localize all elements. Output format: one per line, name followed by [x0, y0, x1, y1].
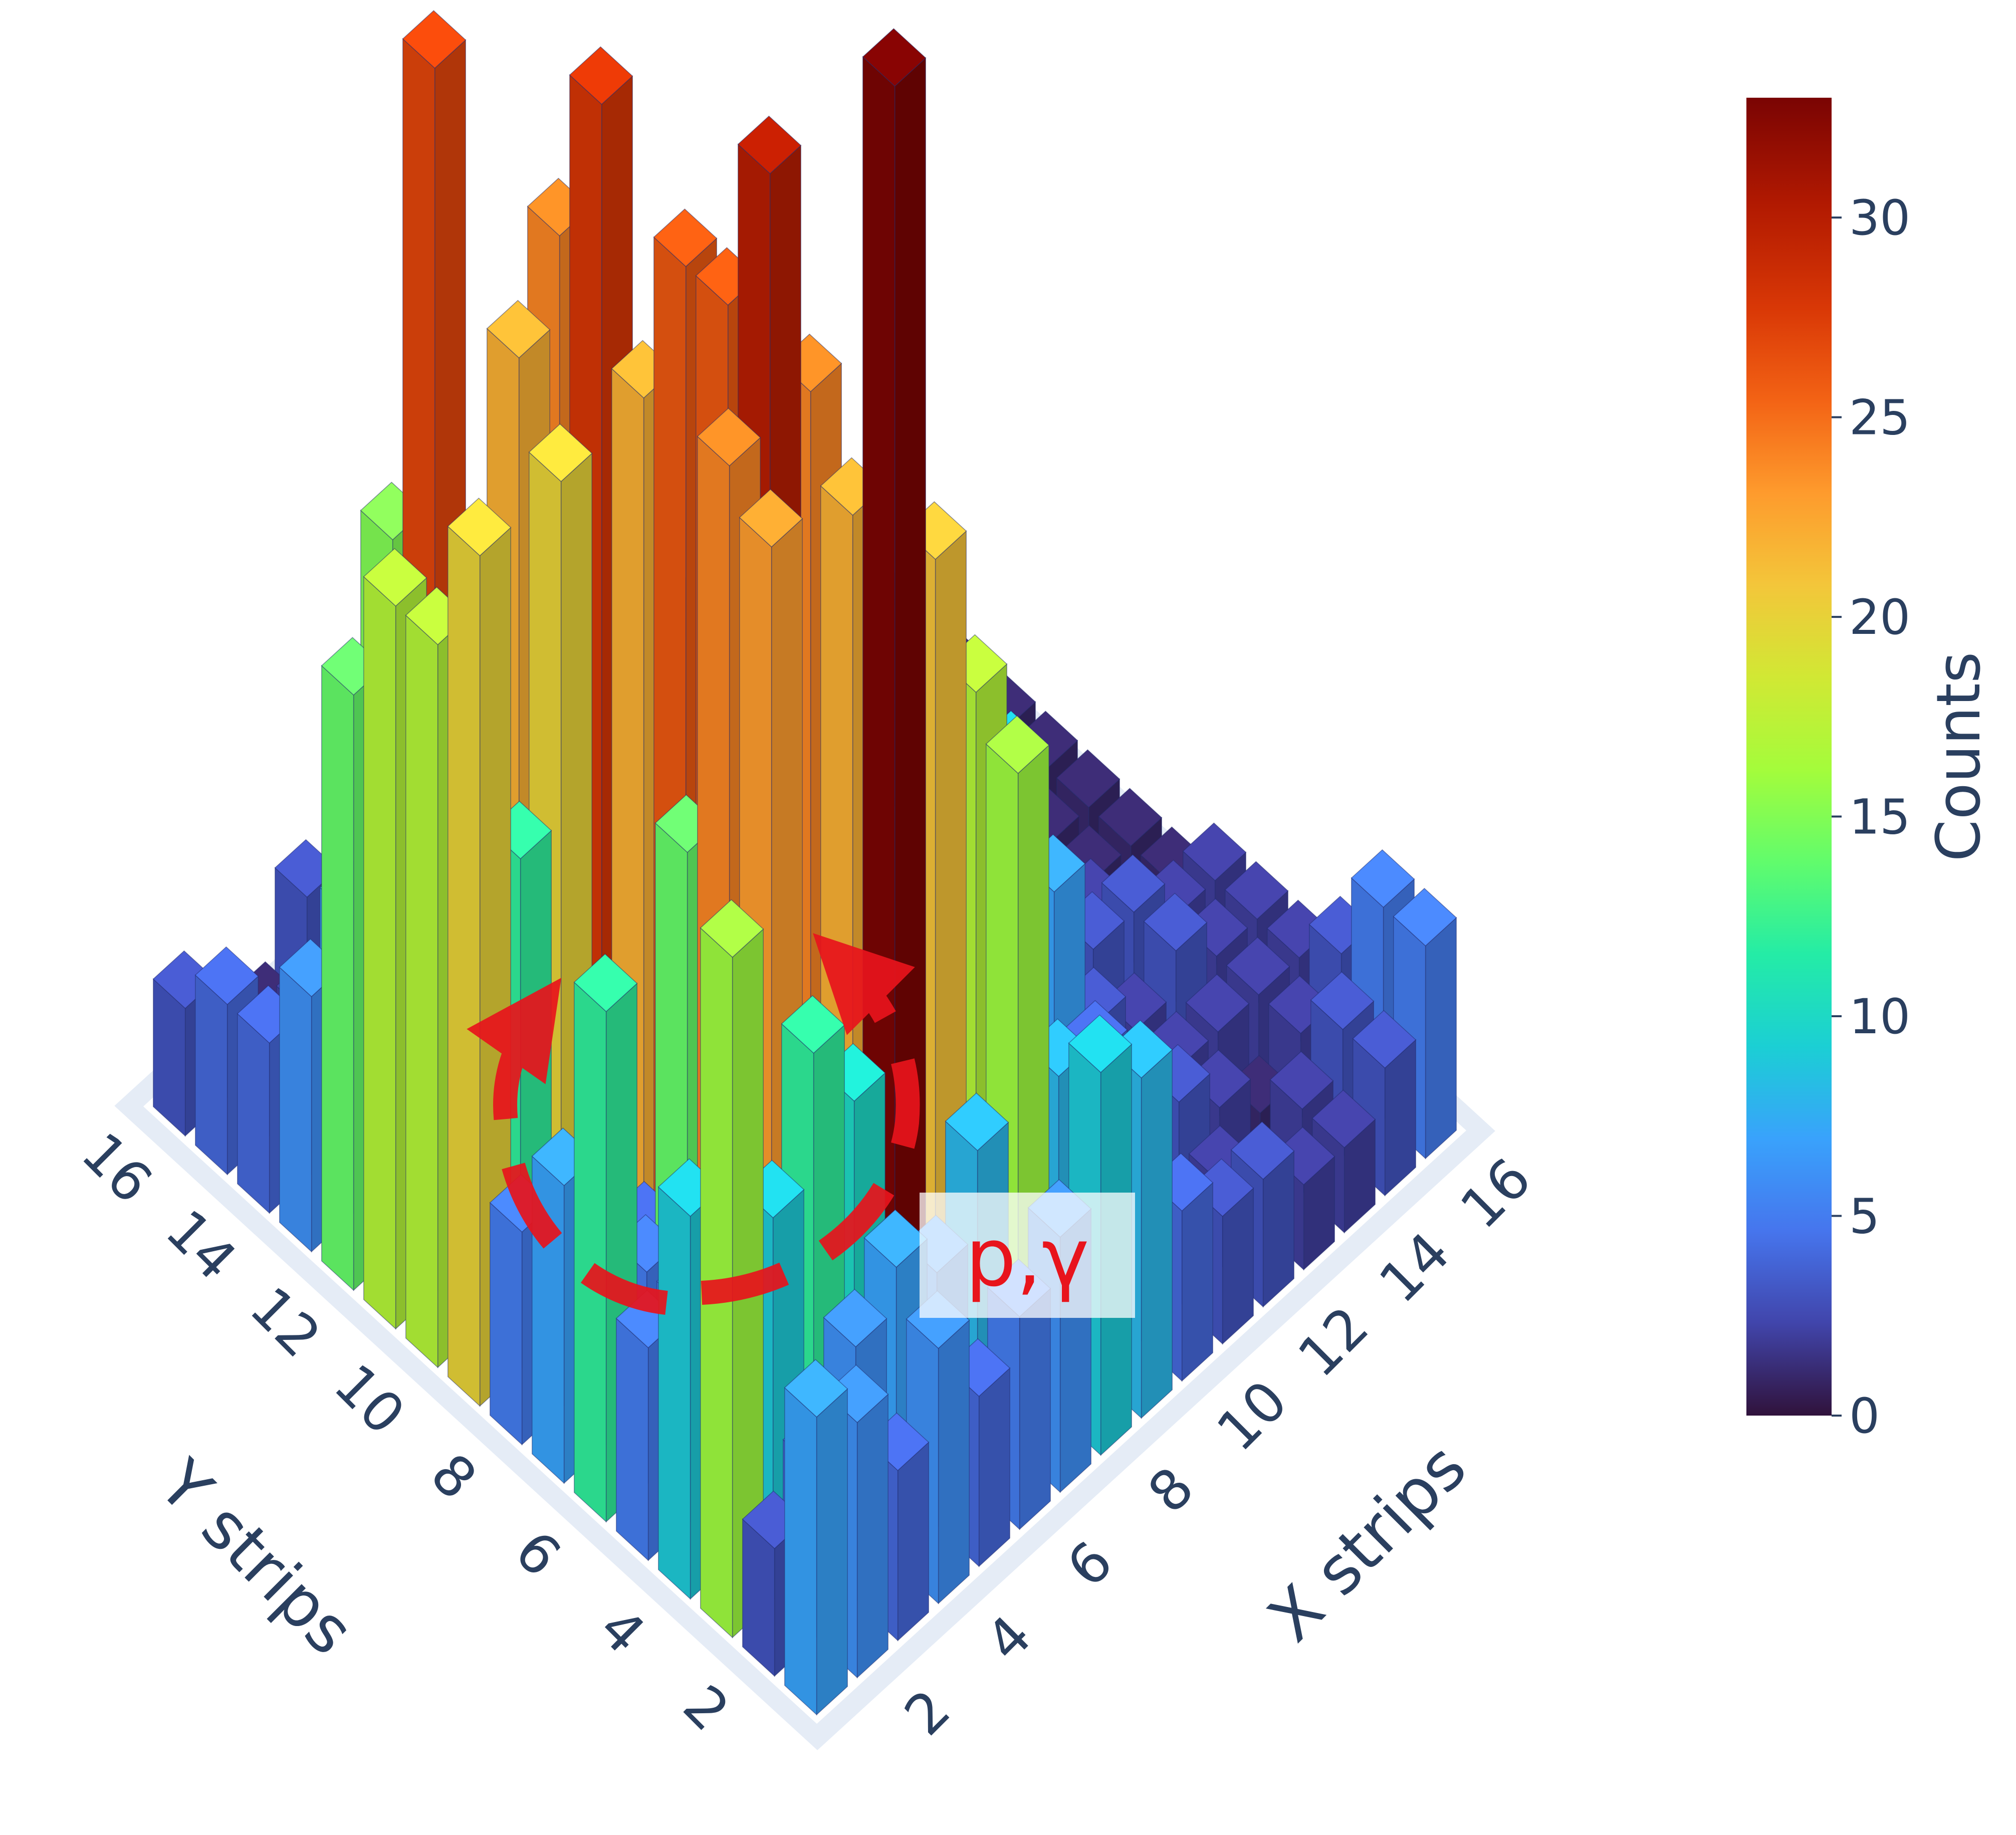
colorbar-title: Counts [1924, 652, 1994, 862]
y-axis-title: Y strips [144, 1445, 368, 1669]
annotation-box [920, 1193, 1135, 1318]
x-tick-label: 4 [974, 1603, 1044, 1674]
bars-group [152, 10, 1457, 1716]
bar-x1-y1 [784, 1359, 848, 1716]
y-tick-label: 2 [671, 1673, 741, 1743]
x-tick-label: 8 [1136, 1455, 1206, 1525]
colorbar-ticks: 0 5 10 15 20 25 30 [1832, 190, 1910, 1444]
colorbar-bar [1746, 98, 1832, 1416]
y-tick-label: 6 [503, 1519, 573, 1589]
annotation-arrow-right [701, 933, 920, 1305]
colorbar-tick-label: 20 [1849, 589, 1910, 645]
annotation-arrow-left [467, 978, 668, 1315]
y-tick-label: 8 [418, 1442, 489, 1512]
colorbar-tick-label: 15 [1849, 789, 1910, 845]
colorbar-tick-label: 0 [1849, 1388, 1880, 1444]
x-tick-label: 2 [892, 1678, 963, 1748]
x-tick-label: 6 [1055, 1529, 1125, 1599]
colorbar: 0 5 10 15 20 25 30 Counts [1746, 98, 1994, 1444]
annotation: p,γ [467, 933, 1135, 1318]
colorbar-tick-label: 25 [1849, 390, 1910, 446]
x-axis-title: X strips [1254, 1429, 1481, 1656]
colorbar-tick-label: 10 [1849, 989, 1910, 1045]
annotation-label: p,γ [965, 1211, 1089, 1304]
colorbar-tick-label: 30 [1849, 190, 1910, 246]
y-tick-label: 4 [587, 1596, 657, 1666]
colorbar-tick-label: 5 [1849, 1189, 1880, 1245]
bar-x1-y9 [447, 498, 512, 1407]
